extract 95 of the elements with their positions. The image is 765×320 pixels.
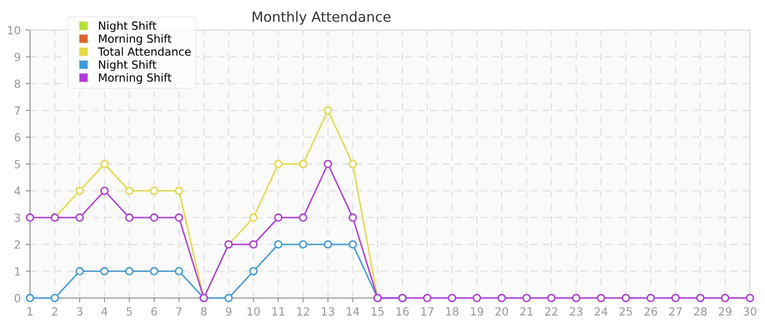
- point: [298, 240, 308, 249]
- x-tick-label: 3: [76, 307, 82, 316]
- point: [274, 240, 282, 249]
- x-tick-label: 4: [101, 307, 108, 316]
- x-tick-label: 25: [620, 307, 632, 316]
- x-tick-label: 26: [644, 307, 658, 316]
- x-tick-label: 12: [297, 307, 310, 316]
- point: [622, 294, 630, 302]
- x-tick-label: 6: [151, 307, 157, 316]
- point: [423, 294, 432, 302]
- x-tick-label: 23: [570, 307, 582, 316]
- point: [100, 267, 109, 276]
- y-tick-label: 8: [14, 80, 20, 88]
- legend-label: Night Shift: [99, 21, 156, 32]
- point: [150, 213, 158, 222]
- x-tick-label: 2: [52, 307, 58, 316]
- x-tick-label: 22: [545, 307, 558, 316]
- y-tick-label: 0: [14, 294, 20, 302]
- point: [721, 294, 730, 302]
- x-tick-label: 17: [421, 307, 434, 316]
- y-tick-label: 10: [8, 26, 20, 34]
- point: [671, 294, 680, 302]
- y-tick-label: 4: [14, 186, 20, 196]
- point: [324, 106, 332, 115]
- x-tick-label: 18: [446, 307, 458, 316]
- point: [26, 213, 34, 222]
- chart-title: Monthly Attendance: [252, 11, 390, 25]
- point: [324, 160, 332, 168]
- point: [472, 294, 482, 302]
- point: [746, 294, 754, 302]
- point: [249, 240, 258, 249]
- x-tick-label: 19: [471, 307, 484, 316]
- point: [696, 294, 705, 302]
- point: [348, 213, 357, 222]
- x-tick-label: 16: [396, 307, 409, 316]
- point: [547, 294, 556, 302]
- point: [348, 240, 357, 249]
- x-tick-label: 14: [346, 307, 360, 316]
- point: [50, 294, 59, 302]
- point: [100, 186, 109, 195]
- point: [646, 294, 655, 302]
- legend-label: Morning Shift: [99, 34, 172, 45]
- x-tick-label: 9: [226, 307, 232, 316]
- y-tick-label: 2: [14, 240, 20, 249]
- x-tick-label: 20: [495, 307, 508, 316]
- y-tick-label: 6: [14, 133, 20, 142]
- point: [274, 213, 282, 222]
- point: [274, 160, 282, 168]
- x-tick-label: 28: [694, 307, 707, 316]
- x-tick-label: 29: [718, 307, 732, 316]
- x-tick-label: 10: [248, 307, 260, 316]
- y-tick-label: 3: [14, 214, 20, 222]
- point: [75, 267, 84, 276]
- point: [448, 294, 456, 302]
- y-tick-label: 7: [14, 106, 20, 115]
- point: [498, 294, 506, 302]
- point: [249, 213, 258, 222]
- legend-label: Night Shift: [99, 60, 156, 71]
- point: [324, 240, 332, 249]
- point: [249, 267, 258, 276]
- point: [125, 213, 134, 222]
- point: [150, 267, 158, 276]
- x-tick-label: 1: [28, 307, 33, 316]
- point: [572, 294, 580, 302]
- x-tick-label: 15: [372, 307, 384, 316]
- point: [75, 186, 84, 195]
- point: [125, 186, 134, 195]
- point: [224, 294, 233, 302]
- point: [596, 294, 606, 302]
- y-tick-label: 5: [14, 160, 20, 168]
- point: [348, 160, 357, 168]
- x-tick-label: 11: [272, 307, 284, 316]
- x-tick-label: 30: [744, 307, 756, 316]
- point: [522, 294, 531, 302]
- point: [26, 294, 34, 302]
- point: [125, 267, 134, 276]
- point: [174, 213, 184, 222]
- x-tick-label: 27: [669, 307, 682, 316]
- x-tick-label: 24: [594, 307, 608, 316]
- x-tick-label: 7: [176, 307, 182, 316]
- point: [298, 160, 308, 168]
- point: [100, 160, 109, 168]
- legend-label: Total Attendance: [98, 47, 191, 56]
- point: [174, 267, 184, 276]
- y-tick-label: 1: [15, 267, 20, 276]
- x-tick-label: 21: [520, 307, 533, 316]
- y-tick-label: 9: [14, 52, 20, 62]
- point: [75, 213, 84, 222]
- legend-label: Morning Shift: [99, 73, 172, 84]
- x-tick-label: 13: [322, 307, 334, 316]
- x-tick-label: 8: [201, 307, 207, 316]
- point: [298, 213, 308, 222]
- x-tick-label: 5: [126, 307, 132, 316]
- point: [150, 186, 158, 195]
- point: [174, 186, 184, 195]
